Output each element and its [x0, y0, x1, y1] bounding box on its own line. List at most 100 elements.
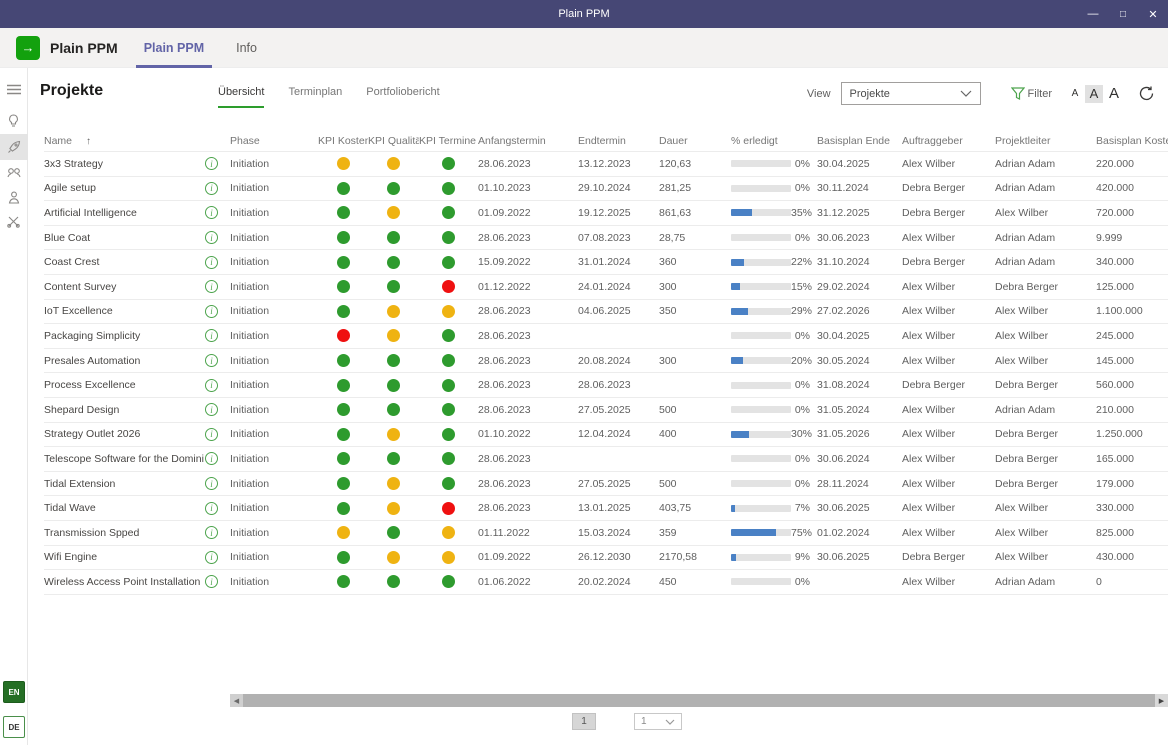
col-header-kpi-termine[interactable]: KPI Termine [419, 134, 476, 147]
table-row[interactable]: Shepard Design i Initiation 28.06.2023 27.05… [44, 398, 1168, 423]
table-row[interactable]: Artificial Intelligence i Initiation 01.09.… [44, 201, 1168, 226]
col-header-anfangstermin[interactable]: Anfangstermin [478, 134, 546, 147]
tab-terminplan[interactable]: Terminplan [288, 86, 343, 98]
info-icon[interactable]: i [205, 354, 218, 368]
page-selector-dropdown[interactable]: 1 [634, 713, 682, 730]
info-icon[interactable]: i [205, 181, 218, 195]
info-icon[interactable]: i [205, 575, 218, 589]
col-header-kpi-kosten[interactable]: KPI Kosten [318, 134, 368, 147]
close-icon[interactable]: ✕ [1148, 8, 1158, 21]
table-row[interactable]: Telescope Software for the Dominion i Init… [44, 447, 1168, 472]
table-row[interactable]: Presales Automation i Initiation 28.06.2023… [44, 349, 1168, 374]
info-icon[interactable]: i [205, 427, 218, 441]
col-header-endtermin[interactable]: Endtermin [578, 134, 626, 147]
kpi-qualitaet-dot-green [387, 280, 400, 294]
table-row[interactable]: Wireless Access Point Installation i Initi… [44, 570, 1168, 595]
col-header-phase[interactable]: Phase [230, 134, 260, 147]
col-header-projektleiter[interactable]: Projektleiter [995, 134, 1051, 147]
info-icon[interactable]: i [205, 157, 218, 171]
cell-anfangstermin: 28.06.2023 [478, 477, 531, 490]
progress-bar [731, 504, 791, 512]
progress-bar [731, 430, 791, 438]
cell-phase: Initiation [230, 477, 270, 490]
table-row[interactable]: Tidal Wave i Initiation 28.06.2023 13.01.202… [44, 496, 1168, 521]
scissors-icon[interactable] [0, 210, 28, 232]
window-title: Plain PPM [558, 8, 610, 20]
col-header-kpi-qualitaet[interactable]: KPI Qualität [368, 134, 419, 147]
info-icon[interactable]: i [205, 378, 218, 392]
lightbulb-icon[interactable] [0, 110, 28, 132]
col-header-auftraggeber[interactable]: Auftraggeber [902, 134, 963, 147]
cell-info: i [204, 550, 230, 564]
info-icon[interactable]: i [205, 255, 218, 269]
projects-icon[interactable] [0, 134, 28, 160]
page-selector-value: 1 [641, 716, 647, 727]
language-de-button[interactable]: DE [3, 716, 25, 738]
font-size-small-button[interactable]: A [1071, 88, 1079, 99]
col-header-basisplan-ende[interactable]: Basisplan Ende [817, 134, 890, 147]
info-icon[interactable]: i [205, 403, 218, 417]
col-header-erledigt[interactable]: % erledigt [731, 134, 778, 147]
cell-kpi [419, 329, 478, 343]
info-icon[interactable]: i [205, 452, 218, 466]
table-row[interactable]: Process Excellence i Initiation 28.06.2023 2… [44, 373, 1168, 398]
table-row[interactable]: Tidal Extension i Initiation 28.06.2023 27.0… [44, 472, 1168, 497]
hamburger-menu-icon[interactable] [0, 76, 28, 102]
col-header-basisplan-kosten[interactable]: Basisplan Kosten (C [1096, 134, 1168, 147]
table-row[interactable]: Agile setup i Initiation 01.10.2023 29.10.20… [44, 177, 1168, 202]
progress-percent: 7% [794, 502, 810, 515]
table-row[interactable]: 3x3 Strategy i Initiation 28.06.2023 13.12.2… [44, 152, 1168, 177]
font-size-large-button[interactable]: A [1108, 85, 1119, 102]
portfolio-icon[interactable] [0, 162, 28, 184]
language-en-button[interactable]: EN [3, 681, 25, 703]
info-icon[interactable]: i [205, 550, 218, 564]
info-icon[interactable]: i [205, 280, 218, 294]
app-tab-plain-ppm[interactable]: Plain PPM [135, 28, 213, 68]
minimize-icon[interactable]: — [1087, 8, 1099, 20]
table-row[interactable]: Wifi Engine i Initiation 01.09.2022 26.12.20… [44, 546, 1168, 571]
cell-projektleiter: Debra Berger [995, 452, 1059, 465]
col-header-name[interactable]: Name ↑ [44, 134, 92, 147]
cell-project-name: Tidal Wave [44, 502, 96, 515]
info-icon[interactable]: i [205, 304, 218, 318]
cell-info: i [204, 378, 230, 392]
tab-portfoliobericht[interactable]: Portfoliobericht [366, 86, 440, 98]
maximize-icon[interactable]: □ [1119, 8, 1127, 20]
table-row[interactable]: Content Survey i Initiation 01.12.2022 24.01… [44, 275, 1168, 300]
font-size-medium-button[interactable]: A [1085, 84, 1103, 103]
table-row[interactable]: Blue Coat i Initiation 28.06.2023 07.08.2023… [44, 226, 1168, 251]
table-row[interactable]: Transmission Spped i Initiation 01.11.2022 1… [44, 521, 1168, 546]
info-icon[interactable]: i [205, 477, 218, 491]
cell-projektleiter: Adrian Adam [995, 575, 1056, 588]
info-icon[interactable]: i [205, 526, 218, 540]
cell-kpi [318, 206, 368, 220]
cell-phase: Initiation [230, 379, 270, 392]
scroll-right-icon[interactable]: ▶ [1155, 694, 1168, 707]
scroll-left-icon[interactable]: ◀ [230, 694, 243, 707]
cell-auftraggeber: Alex Wilber [902, 452, 956, 465]
cell-anfangstermin: 28.06.2023 [478, 403, 531, 416]
table-row[interactable]: IoT Excellence i Initiation 28.06.2023 04.06… [44, 300, 1168, 325]
info-icon[interactable]: i [205, 206, 218, 220]
person-icon[interactable] [0, 186, 28, 208]
progress-bar [731, 357, 791, 365]
info-icon[interactable]: i [205, 231, 218, 245]
view-select-dropdown[interactable]: Projekte [840, 82, 981, 105]
cell-basisplan-kosten: 9.999 [1096, 231, 1123, 244]
col-header-dauer[interactable]: Dauer [659, 134, 688, 147]
table-row[interactable]: Packaging Simplicity i Initiation 28.06.202… [44, 324, 1168, 349]
current-page-button[interactable]: 1 [572, 713, 596, 730]
tab-uebersicht[interactable]: Übersicht [218, 86, 265, 108]
cell-basisplan-ende: 31.05.2024 [817, 403, 870, 416]
reload-data-icon[interactable] [1138, 85, 1156, 103]
cell-info: i [204, 304, 230, 318]
filter-button[interactable]: Filter [1010, 87, 1052, 100]
table-row[interactable]: Strategy Outlet 2026 i Initiation 01.10.202… [44, 423, 1168, 448]
info-icon[interactable]: i [205, 329, 218, 343]
table-row[interactable]: Coast Crest i Initiation 15.09.2022 31.01.20… [44, 250, 1168, 275]
info-icon[interactable]: i [205, 501, 218, 515]
chevron-down-icon [960, 90, 971, 97]
scrollbar-thumb[interactable] [243, 694, 1155, 707]
horizontal-scrollbar[interactable]: ◀ ▶ [230, 694, 1168, 707]
app-tab-info[interactable]: Info [236, 40, 257, 55]
